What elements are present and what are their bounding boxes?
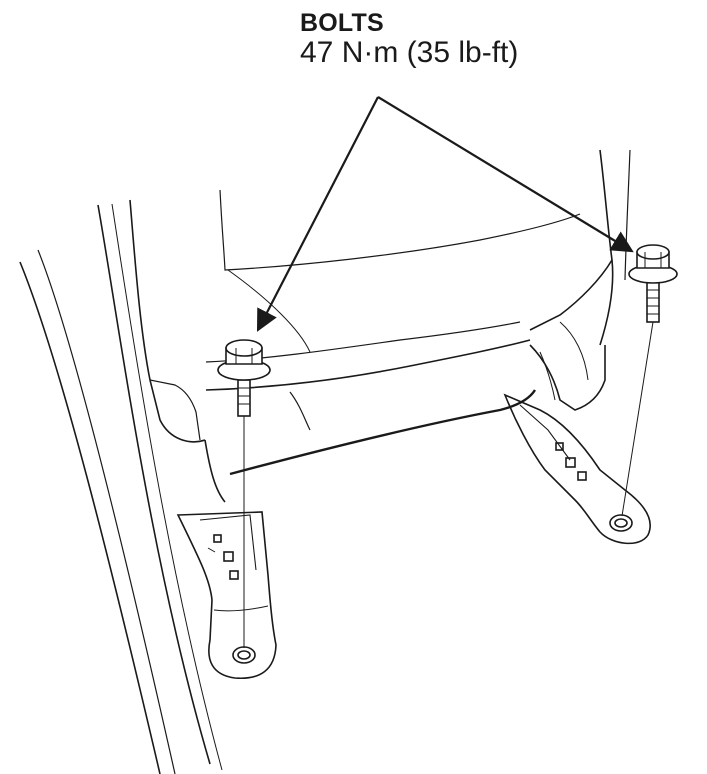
right-bolt-centerline (621, 321, 654, 517)
left-rail-bracket (176, 511, 277, 680)
leader-arrow-right (377, 96, 634, 253)
callout-title: BOLTS (300, 9, 384, 37)
right-rail-bracket (503, 393, 651, 545)
callout-leaders (256, 96, 634, 332)
body-outline (19, 203, 223, 774)
right-bolt-icon (628, 244, 678, 323)
bolts-callout: BOLTS 47 N·m (35 lb-ft) (300, 10, 518, 69)
left-bolt-icon (217, 339, 271, 417)
seat-frame (129, 149, 631, 503)
torque-spec: 47 N·m (35 lb-ft) (300, 36, 519, 69)
leader-arrow-left (256, 96, 379, 332)
